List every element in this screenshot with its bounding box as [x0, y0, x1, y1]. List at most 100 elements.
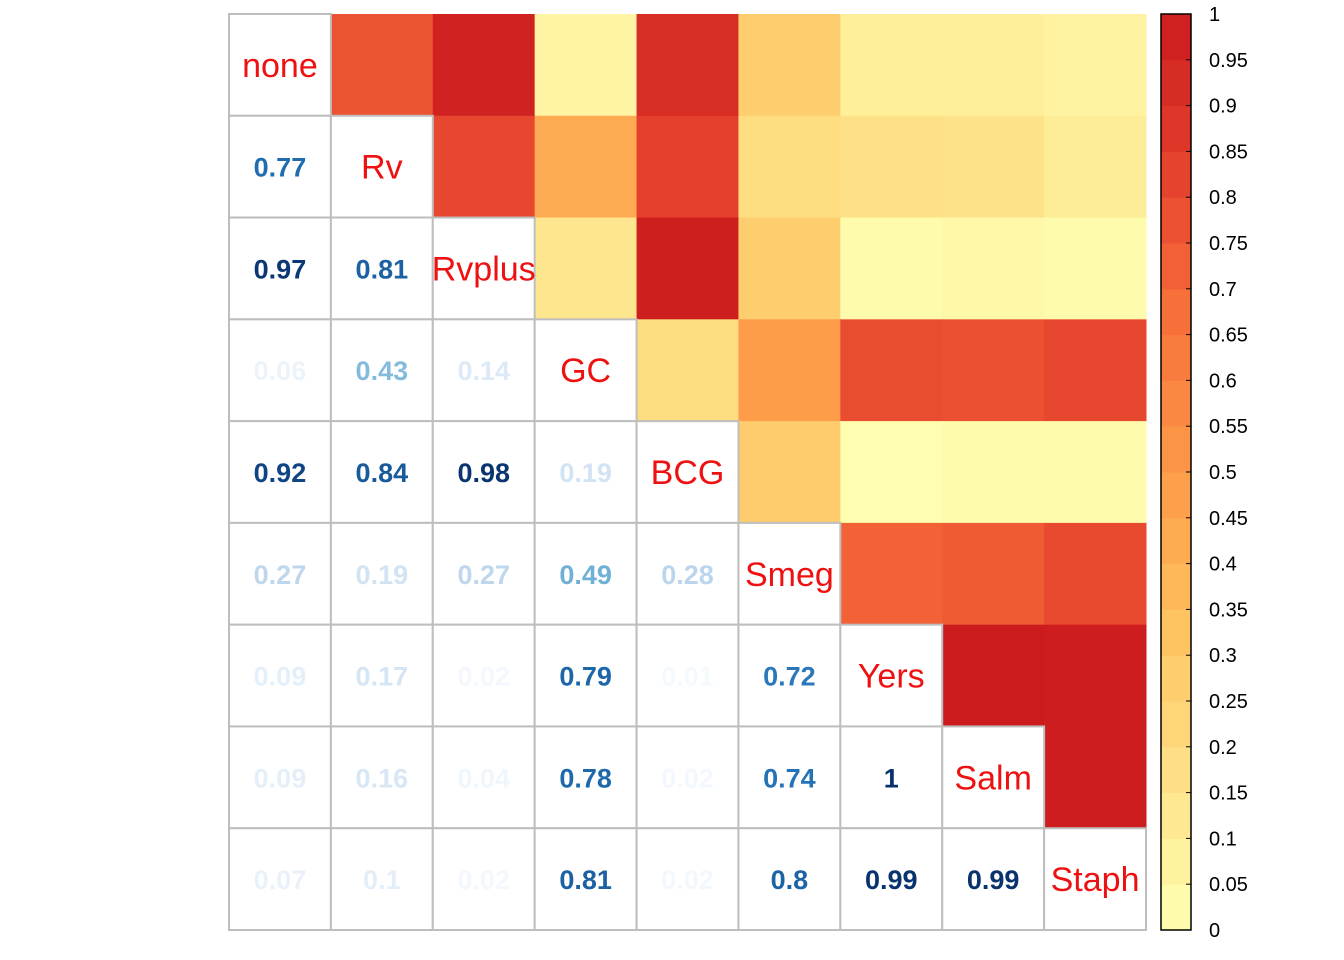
- colorbar-tick-label: 0: [1209, 920, 1220, 942]
- diagonal-label-Rv: Rv: [361, 149, 403, 187]
- colorbar-segment: [1161, 59, 1191, 107]
- value-label-Smeg-Rvplus: 0.27: [457, 560, 510, 590]
- colorbar-tick-label: 0.85: [1209, 141, 1248, 163]
- colorbar-tick-label: 0.05: [1209, 874, 1248, 896]
- heatmap-cell-Yers-Salm: [942, 624, 1045, 727]
- value-label-Salm-BCG: 0.02: [661, 763, 714, 793]
- heatmap-cell-BCG-Yers: [840, 421, 943, 524]
- lower-cell: [329, 623, 434, 728]
- colorbar-tick-label: 0.75: [1209, 233, 1248, 255]
- value-label-Salm-none: 0.09: [254, 763, 307, 793]
- diagonal-cell: [839, 623, 944, 728]
- value-label-BCG-Rvplus: 0.98: [457, 458, 510, 488]
- colorbar-segment: [1161, 472, 1191, 519]
- lower-cell: [329, 318, 434, 423]
- heatmap-cell-Rvplus-Smeg: [738, 217, 841, 320]
- colorbar-segment: [1161, 655, 1191, 702]
- colorbar-segment: [1161, 380, 1191, 427]
- value-label-BCG-Rv: 0.84: [356, 458, 409, 488]
- value-label-Staph-Rv: 0.1: [363, 865, 401, 895]
- colorbar-segment: [1161, 426, 1191, 473]
- heatmap-cell-Rvplus-GC: [534, 217, 638, 320]
- colorbar-tick-label: 0.2: [1209, 737, 1237, 759]
- value-label-Salm-GC: 0.78: [559, 763, 612, 793]
- heatmap-cell-Yers-Staph: [1044, 624, 1147, 727]
- colorbar-segment: [1161, 288, 1191, 336]
- lower-cell: [228, 827, 332, 932]
- heatmap-cell-none-Salm: [942, 14, 1045, 117]
- colorbar-tick-label: 0.3: [1209, 645, 1237, 667]
- heatmap-cells: none Rv Rvplus GC BCG Smeg Yers Salm Staph 0.77 0.…: [228, 13, 1147, 932]
- heatmap-cell-Smeg-Staph: [1044, 522, 1147, 626]
- diagonal-cell: [329, 114, 434, 219]
- heatmap-cell-none-Yers: [840, 14, 943, 117]
- lower-cell: [228, 725, 332, 830]
- diagonal-cell: [941, 725, 1046, 830]
- colorbar-segment: [1161, 701, 1191, 748]
- diagonal-label-Smeg: Smeg: [745, 556, 834, 594]
- heatmap-cell-none-Smeg: [738, 14, 841, 117]
- colorbar-segment: [1161, 243, 1191, 290]
- lower-cell: [737, 827, 842, 932]
- colorbar-segment: [1161, 151, 1191, 198]
- colorbar-tick-label: 0.25: [1209, 691, 1248, 713]
- color-legend: 0 0.05 0.1 0.15 0.2 0.25 0.3 0.35 0.4 0.45 0.5 0.55…: [1160, 4, 1248, 942]
- colorbar-segment: [1161, 563, 1191, 610]
- value-label-Staph-Yers: 0.99: [865, 865, 918, 895]
- lower-cell: [329, 827, 434, 932]
- colorbar-tick-label: 0.1: [1209, 828, 1237, 850]
- colorbar-segment: [1161, 14, 1191, 61]
- heatmap-cell-Rv-BCG: [636, 115, 739, 219]
- value-label-GC-none: 0.06: [254, 356, 307, 386]
- value-label-Yers-GC: 0.79: [559, 662, 612, 692]
- value-label-Smeg-none: 0.27: [254, 560, 307, 590]
- lower-cell: [635, 521, 740, 626]
- colorbar-segment: [1161, 609, 1191, 656]
- heatmap-cell-Rvplus-Salm: [942, 217, 1045, 320]
- heatmap-cell-GC-Yers: [840, 319, 943, 422]
- colorbar-segment: [1161, 334, 1191, 381]
- diagonal-cell: [1043, 827, 1147, 932]
- value-label-Salm-Smeg: 0.74: [763, 763, 816, 793]
- value-label-Staph-BCG: 0.02: [661, 865, 714, 895]
- colorbar-tick-label: 0.4: [1209, 554, 1237, 576]
- colorbar-segment: [1161, 105, 1191, 152]
- heatmap-cell-GC-Salm: [942, 319, 1045, 422]
- lower-cell: [228, 623, 332, 728]
- value-label-Yers-Rv: 0.17: [356, 662, 409, 692]
- value-label-Rv-none: 0.77: [254, 153, 307, 183]
- diagonal-cell: [533, 318, 638, 423]
- colorbar-tick-label: 0.7: [1209, 279, 1237, 301]
- value-label-BCG-none: 0.92: [254, 458, 307, 488]
- lower-cell: [839, 827, 944, 932]
- lower-cell: [329, 420, 434, 524]
- value-label-Staph-Rvplus: 0.02: [457, 865, 510, 895]
- value-label-Salm-Rv: 0.16: [356, 763, 409, 793]
- value-label-Smeg-GC: 0.49: [559, 560, 612, 590]
- value-label-Staph-GC: 0.81: [559, 865, 612, 895]
- diagonal-label-Staph: Staph: [1051, 861, 1140, 899]
- heatmap-cell-none-GC: [534, 14, 638, 117]
- colorbar-tick-label: 0.65: [1209, 325, 1248, 347]
- diagonal-cell: [228, 13, 332, 117]
- value-label-Rvplus-none: 0.97: [254, 254, 307, 284]
- heatmap-cell-Rv-Smeg: [738, 115, 841, 219]
- heatmap-cell-Rvplus-Staph: [1044, 217, 1147, 320]
- colorbar-tick-label: 0.55: [1209, 416, 1248, 438]
- heatmap-cell-Rvplus-BCG: [636, 217, 739, 320]
- diagonal-label-Salm: Salm: [954, 759, 1031, 797]
- heatmap-cell-Rv-Yers: [840, 115, 943, 219]
- value-label-Staph-none: 0.07: [254, 865, 307, 895]
- value-label-BCG-GC: 0.19: [559, 458, 612, 488]
- heatmap-cell-none-Rvplus: [432, 14, 536, 117]
- heatmap-cell-Smeg-Yers: [840, 522, 943, 626]
- heatmap-cell-Rv-GC: [534, 115, 638, 219]
- heatmap-cell-none-BCG: [636, 14, 739, 117]
- heatmap-cell-BCG-Smeg: [738, 421, 841, 524]
- colorbar-segment: [1161, 792, 1191, 839]
- diagonal-cell: [431, 216, 536, 321]
- colorbar-tick-label: 0.45: [1209, 508, 1248, 530]
- heatmap-cell-GC-Smeg: [738, 319, 841, 422]
- value-label-Staph-Salm: 0.99: [967, 865, 1020, 895]
- heatmap-cell-Salm-Staph: [1044, 726, 1147, 829]
